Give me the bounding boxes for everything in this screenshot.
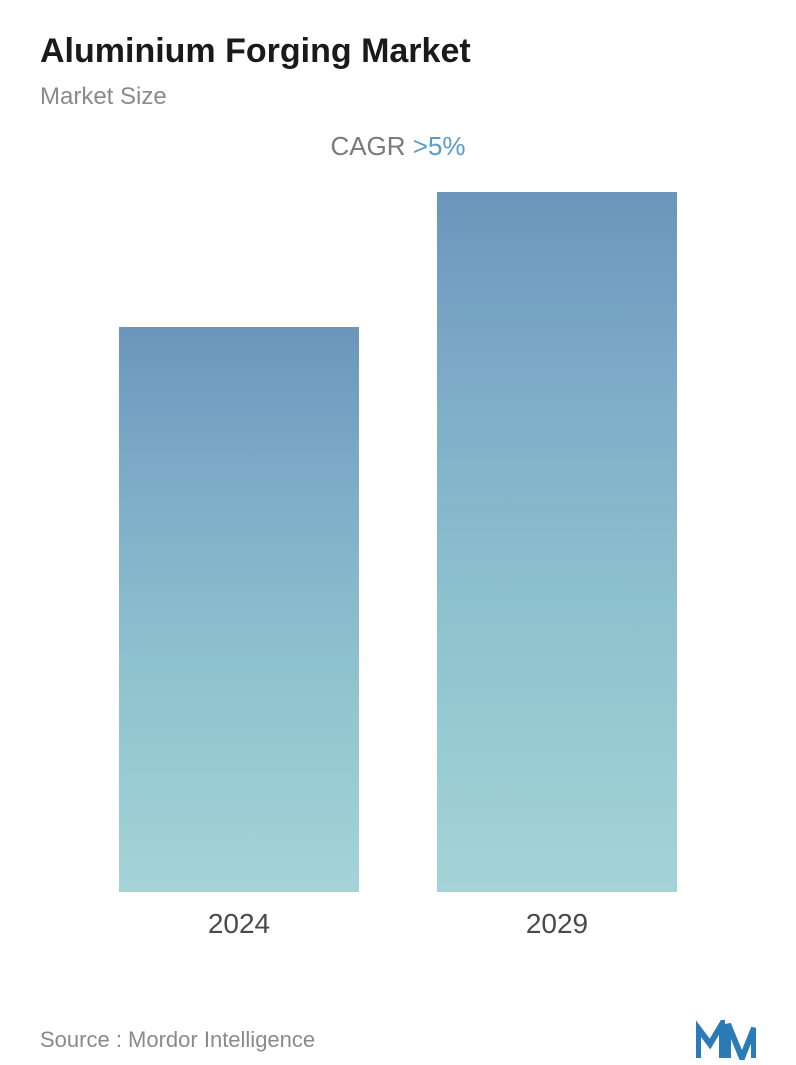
chart-area: 2024 2029 [40, 192, 756, 1010]
bar-group-1: 2029 [437, 192, 677, 940]
bar-label-1: 2029 [526, 908, 588, 940]
source-text: Source : Mordor Intelligence [40, 1027, 315, 1053]
bar-2024 [119, 327, 359, 892]
bar-2029 [437, 192, 677, 892]
page-title: Aluminium Forging Market [40, 32, 756, 71]
cagr-label: CAGR [330, 131, 412, 161]
cagr-value: >5% [413, 131, 466, 161]
footer: Source : Mordor Intelligence [40, 1010, 756, 1060]
bar-label-0: 2024 [208, 908, 270, 940]
chart-container: Aluminium Forging Market Market Size CAG… [0, 0, 796, 1034]
page-subtitle: Market Size [40, 83, 756, 111]
mordor-logo-icon [696, 1020, 756, 1060]
bar-group-0: 2024 [119, 327, 359, 940]
cagr-line: CAGR >5% [40, 131, 756, 162]
